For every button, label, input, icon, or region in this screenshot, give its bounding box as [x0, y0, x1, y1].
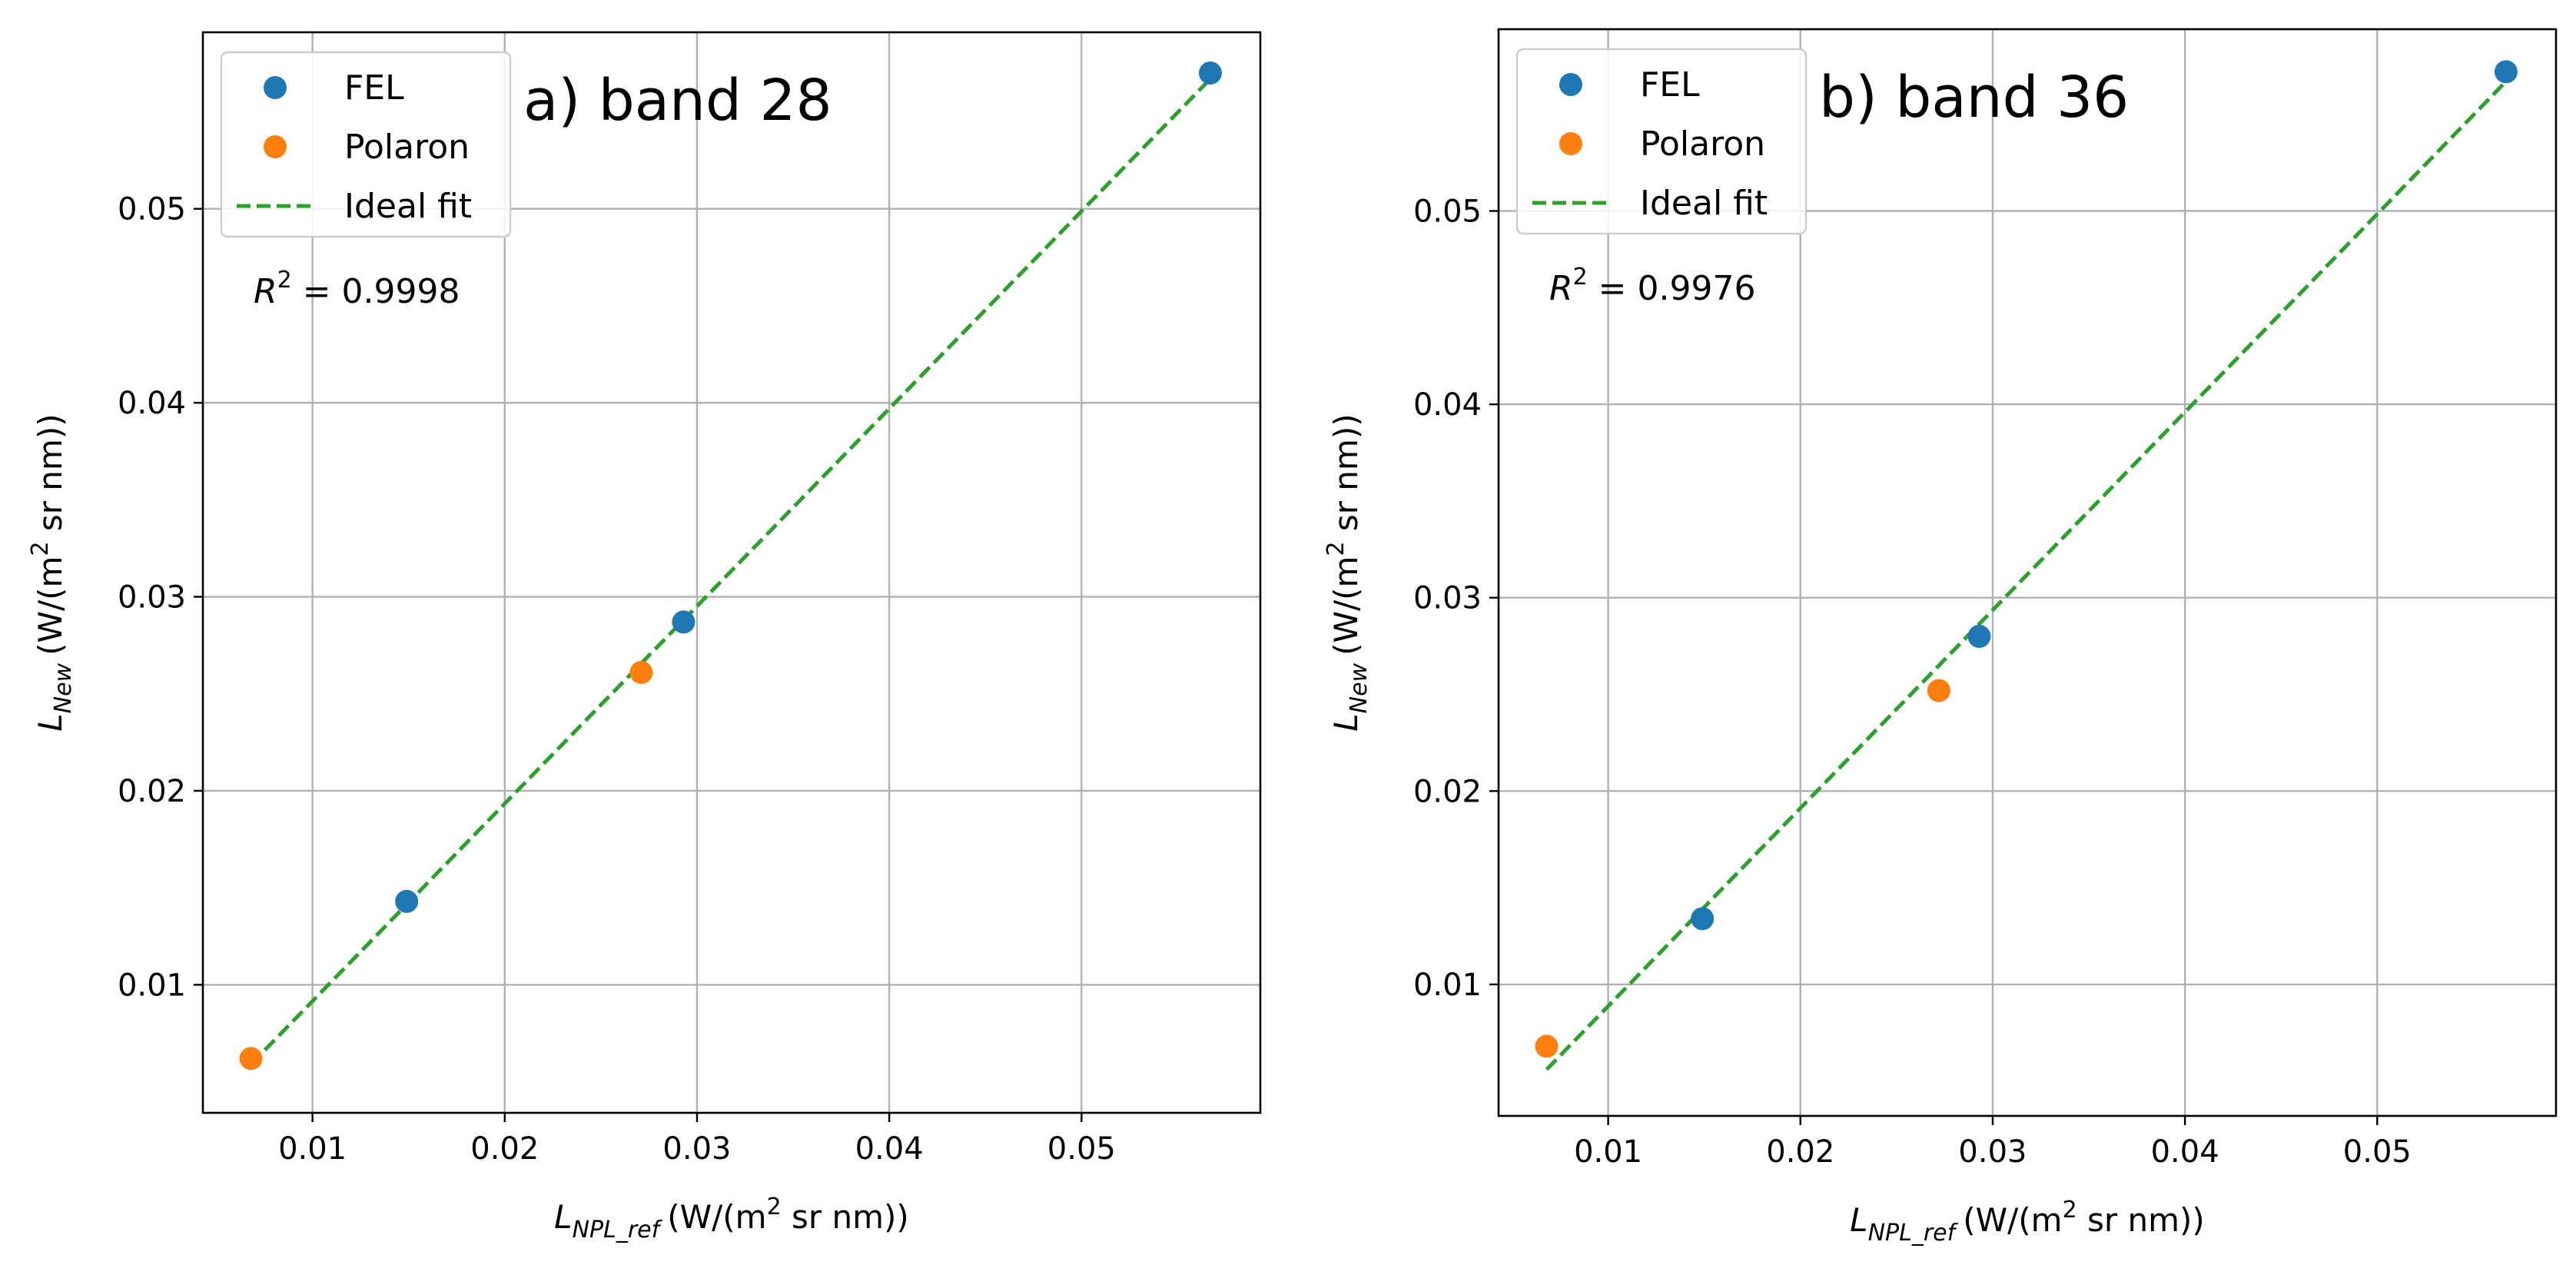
legend-marker-polaron	[264, 135, 287, 158]
legend-label: Ideal fit	[344, 187, 472, 226]
polaron-point	[1535, 1034, 1559, 1058]
y-tick-label: 0.01	[1413, 968, 1482, 1003]
legend: FEL Polaron Ideal fit	[1515, 48, 1808, 235]
polaron-point	[239, 1047, 263, 1071]
legend-label: FEL	[1640, 65, 1700, 105]
x-tick-label: 0.03	[1958, 1134, 2027, 1170]
legend-label: Ideal fit	[1640, 184, 1768, 223]
chart-panel-1: 0.01 0.02 0.03 0.04 0.05 0.01 0.02 0.03 0.04 0.05…	[27, 31, 1262, 1243]
fel-point	[2494, 60, 2518, 84]
polaron-point	[629, 660, 653, 684]
y-tick-label: 0.03	[118, 580, 186, 616]
x-tick-label: 0.01	[278, 1131, 347, 1167]
x-tick-label: 0.02	[470, 1131, 539, 1167]
y-tick-label: 0.03	[1413, 581, 1482, 616]
legend: FEL Polaron Ideal fit	[220, 51, 512, 238]
x-tick-label: 0.03	[662, 1131, 731, 1167]
legend-marker-fel	[1559, 73, 1582, 96]
y-tick-label: 0.04	[1413, 387, 1482, 423]
r-squared-annotation: R2 = 0.9998	[254, 267, 460, 311]
legend-box	[1515, 48, 1808, 235]
legend-box	[220, 51, 512, 238]
x-tick-label: 0.02	[1766, 1134, 1834, 1170]
panel-title: a) band 28	[523, 68, 832, 134]
x-tick-label: 0.01	[1574, 1134, 1642, 1170]
polaron-point	[1927, 679, 1950, 702]
chart-panel-2: 0.01 0.02 0.03 0.04 0.05 0.01 0.02 0.03 0.04 0.05…	[1323, 28, 2558, 1247]
ideal-fit-line	[1545, 80, 2508, 1071]
y-tick-label: 0.01	[118, 968, 186, 1003]
y-tick-label: 0.05	[118, 192, 186, 227]
y-axis-label: LNew(W/(m2 sr nm))	[1323, 413, 1373, 731]
y-axis-label: LNew(W/(m2 sr nm))	[27, 413, 77, 731]
x-tick-label: 0.04	[855, 1131, 924, 1167]
y-tick-label: 0.05	[1413, 194, 1482, 230]
fel-point	[1691, 907, 1715, 931]
x-axis-label: LNPL_ref (W/(m2 sr nm))	[554, 1194, 909, 1243]
axes-frame	[1497, 28, 2558, 1117]
legend-label: FEL	[344, 68, 404, 108]
x-tick-label: 0.04	[2151, 1134, 2219, 1170]
y-tick-label: 0.02	[118, 774, 186, 809]
fel-point	[395, 889, 419, 913]
x-axis-label: LNPL_ref (W/(m2 sr nm))	[1850, 1197, 2205, 1247]
fel-point	[1967, 625, 1991, 649]
legend-label: Polaron	[1640, 125, 1765, 164]
panel-title: b) band 36	[1819, 65, 2129, 131]
x-tick-label: 0.05	[2343, 1134, 2412, 1170]
legend-label: Polaron	[344, 128, 470, 167]
axes-frame	[201, 31, 1262, 1114]
r-squared-annotation: R2 = 0.9976	[1549, 264, 1755, 308]
legend-marker-polaron	[1559, 132, 1582, 155]
y-tick-label: 0.02	[1413, 774, 1482, 809]
y-tick-label: 0.04	[118, 386, 186, 421]
fel-point	[672, 610, 695, 634]
x-tick-label: 0.05	[1047, 1131, 1116, 1167]
fel-point	[1198, 61, 1222, 85]
legend-marker-fel	[264, 76, 287, 99]
